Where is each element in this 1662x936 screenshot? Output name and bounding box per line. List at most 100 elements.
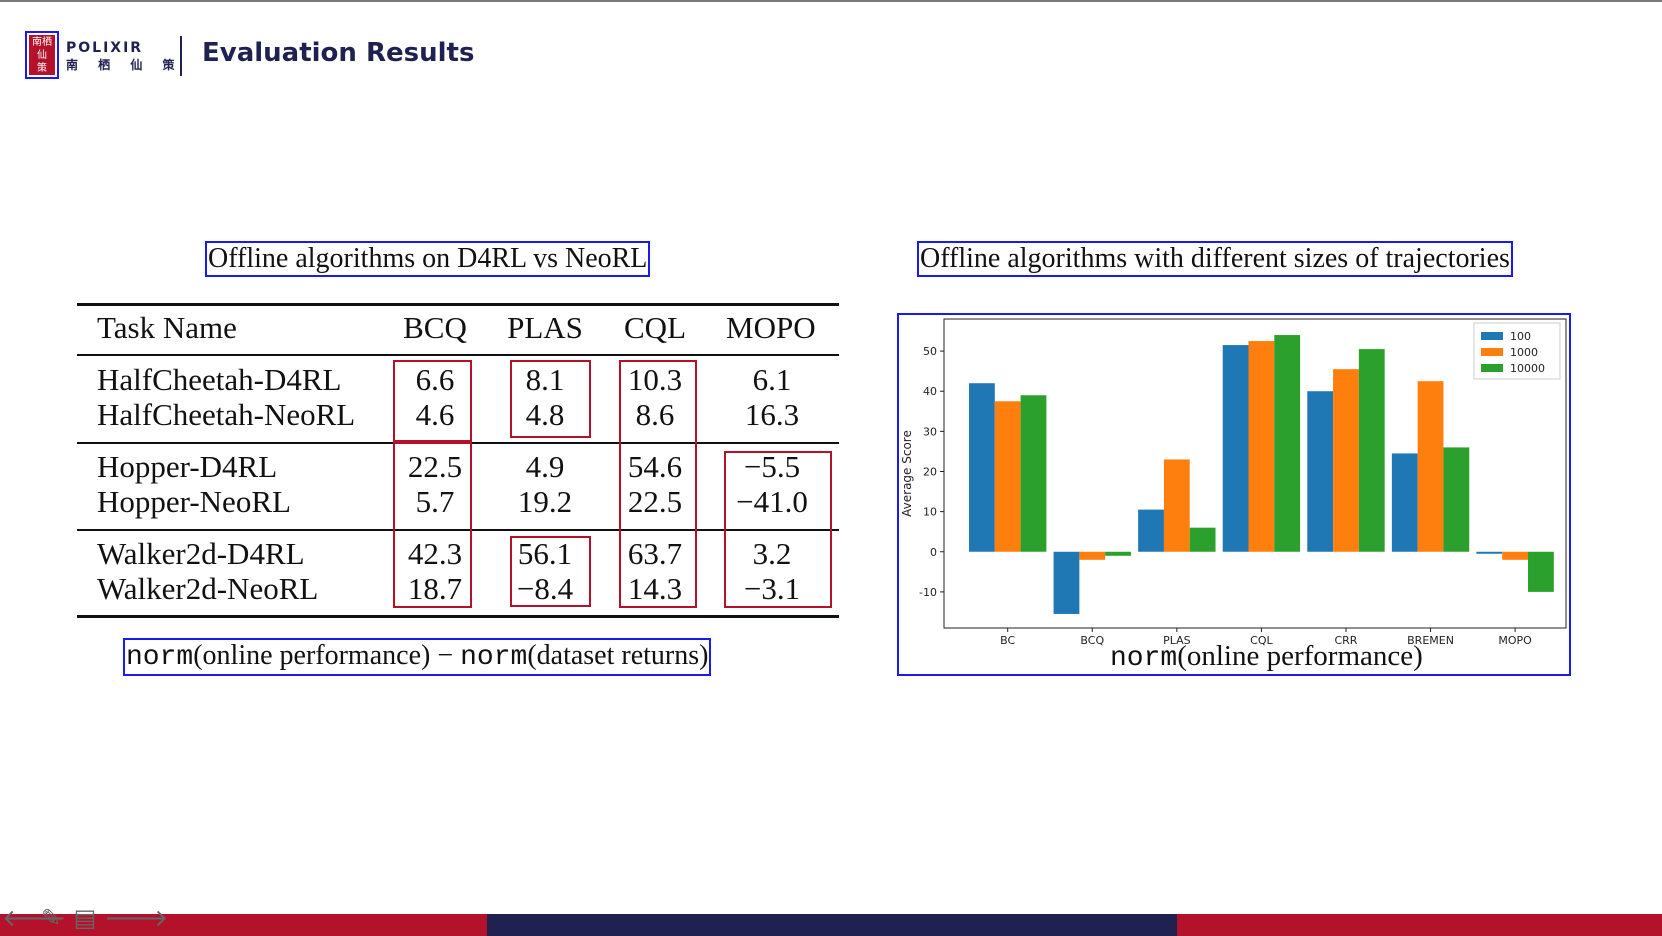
- x-tick-label: PLAS: [1163, 634, 1191, 647]
- bar-100-crr: [1307, 391, 1334, 552]
- highlight-box: [510, 536, 591, 607]
- header-divider: [180, 36, 182, 76]
- bar-10000-bremen: [1443, 447, 1470, 552]
- menu-icon[interactable]: ▤: [73, 904, 97, 932]
- bottom-bar: [0, 914, 1662, 936]
- legend-swatch: [1481, 364, 1503, 372]
- table-cell: −8.4: [516, 571, 574, 606]
- table-cell: 54.6: [627, 449, 683, 484]
- x-tick-label: MOPO: [1498, 634, 1532, 647]
- legend-label: 10000: [1510, 362, 1545, 375]
- table-caption: Offline algorithms on D4RL vs NeoRL: [205, 241, 651, 277]
- bar-1000-bremen: [1417, 381, 1444, 552]
- arrow-left-icon[interactable]: 🡐: [2, 904, 67, 932]
- table-cell: 22.5: [627, 484, 683, 519]
- bar-10000-mopo: [1528, 551, 1554, 592]
- pen-icon[interactable]: ✎: [40, 904, 62, 932]
- slide-navigation: 🡐 ✎ ▤ 🡒: [2, 904, 168, 932]
- brand-name-chinese: 南 栖 仙 策: [66, 58, 183, 72]
- table-cell: 19.2: [517, 484, 573, 519]
- legend-label: 100: [1510, 330, 1531, 343]
- bar-100-bremen: [1391, 453, 1418, 552]
- x-tick-label: BC: [1000, 634, 1015, 647]
- table-cell: 8.6: [635, 397, 675, 432]
- table-cell: 18.7: [407, 571, 463, 606]
- legend-label: 1000: [1510, 346, 1538, 359]
- table-cell: 6.1: [752, 362, 792, 397]
- legend-swatch: [1481, 348, 1503, 356]
- page-title: Evaluation Results: [202, 38, 475, 68]
- bar-100-bc: [969, 383, 995, 552]
- column-header-bcq: BCQ: [403, 310, 467, 345]
- bar-10000-cql: [1274, 335, 1301, 552]
- top-border: [0, 0, 1662, 2]
- table-cell: 14.3: [627, 571, 683, 606]
- highlight-box: [724, 451, 832, 608]
- bottom-bar-segment: [1177, 914, 1662, 936]
- bar-100-bcq: [1053, 551, 1080, 614]
- table-cell: 4.9: [525, 449, 565, 484]
- y-tick-label: 40: [923, 385, 937, 398]
- table-row-task: Hopper-D4RL: [97, 449, 278, 484]
- column-header-cql: CQL: [624, 310, 686, 345]
- bar-1000-crr: [1333, 369, 1359, 552]
- bar-10000-crr: [1358, 349, 1385, 552]
- bar-1000-bc: [994, 401, 1021, 552]
- highlight-box: [619, 360, 697, 608]
- table-cell: 3.2: [752, 536, 792, 571]
- table-cell: 5.7: [415, 484, 455, 519]
- table-cell: 6.6: [415, 362, 455, 397]
- bar-100-plas: [1138, 509, 1164, 552]
- norm-function: norm: [460, 642, 528, 673]
- chart-frame: -10 0 10 20 30 40 50 Average Score BC BCQ PLAS CQL C…: [897, 313, 1571, 676]
- table-row-task: HalfCheetah-NeoRL: [97, 397, 356, 432]
- highlight-box: [510, 360, 591, 438]
- table-header-rule: [77, 354, 839, 356]
- bar-1000-bcq: [1079, 551, 1106, 560]
- table-cell: 22.5: [407, 449, 463, 484]
- y-tick-label: 10: [923, 506, 937, 519]
- table-cell: 56.1: [517, 536, 573, 571]
- logo-seal: 南栖仙策: [29, 35, 55, 75]
- table-group-rule: [77, 529, 839, 531]
- bar-1000-mopo: [1502, 551, 1529, 560]
- bar-chart: -10 0 10 20 30 40 50 Average Score BC BCQ PLAS CQL C…: [900, 318, 1567, 647]
- y-tick-label: -10: [919, 586, 937, 599]
- y-tick-label: 0: [930, 546, 937, 559]
- formula-caption: norm(online performance) − norm(dataset …: [123, 638, 712, 676]
- x-tick-label: BCQ: [1080, 634, 1104, 647]
- x-tick-label: CQL: [1250, 634, 1273, 647]
- table-cell: 4.8: [525, 397, 565, 432]
- table-cell: 8.1: [525, 362, 565, 397]
- highlight-box: [393, 442, 472, 608]
- table-bottom-rule: [77, 615, 839, 618]
- bar-100-mopo: [1476, 551, 1503, 554]
- table-cell: 10.3: [627, 362, 683, 397]
- table-row-task: HalfCheetah-D4RL: [97, 362, 342, 397]
- y-tick-label: 50: [923, 345, 937, 358]
- bar-1000-plas: [1163, 459, 1190, 552]
- y-axis-label: Average Score: [900, 430, 914, 517]
- chart-x-label: norm(online performance): [1110, 640, 1423, 674]
- table-cell: −5.5: [743, 449, 801, 484]
- arrow-right-icon[interactable]: 🡒: [104, 904, 168, 932]
- formula-text: (online performance) −: [193, 640, 461, 671]
- norm-function: norm: [126, 642, 194, 673]
- bar-10000-plas: [1189, 527, 1216, 552]
- table-cell: −3.1: [743, 571, 801, 606]
- table-row-task: Hopper-NeoRL: [97, 484, 291, 519]
- bar-10000-bc: [1020, 395, 1047, 552]
- chart-caption: Offline algorithms with different sizes …: [917, 241, 1513, 277]
- norm-function: norm: [1110, 643, 1178, 674]
- table-cell: −41.0: [736, 484, 808, 519]
- legend-swatch: [1481, 332, 1503, 340]
- bar-100-cql: [1222, 345, 1249, 552]
- bottom-bar-segment: [487, 914, 1177, 936]
- polixir-logo: 南栖仙策: [25, 31, 59, 79]
- x-tick-label: BREMEN: [1407, 634, 1454, 647]
- table-cell: 16.3: [744, 397, 800, 432]
- y-tick-label: 20: [923, 465, 937, 478]
- formula-text: (dataset returns): [527, 640, 709, 671]
- y-tick-label: 30: [923, 425, 937, 438]
- table-cell: 63.7: [627, 536, 683, 571]
